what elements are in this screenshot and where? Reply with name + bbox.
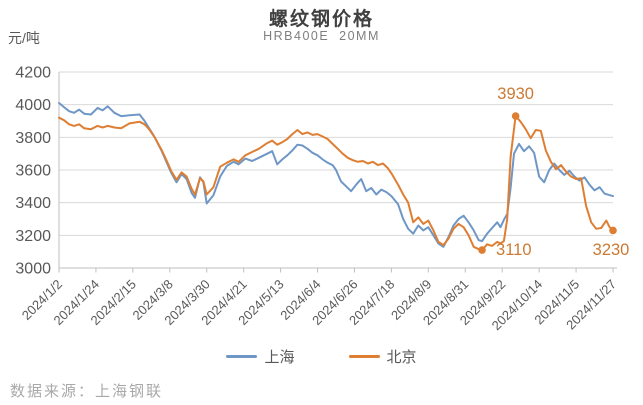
legend-label-beijing: 北京: [386, 349, 417, 366]
legend: 上海 北京: [0, 346, 643, 367]
annotation-trough-label: 3110: [496, 241, 532, 260]
y-tick-label: 3200: [15, 228, 51, 245]
y-tick-label: 3800: [15, 130, 51, 147]
chart-title: 螺纹钢价格: [268, 9, 374, 30]
annotation-latest-label: 3230: [592, 241, 630, 260]
legend-swatch-beijing: [348, 355, 380, 358]
series-marker-dot-beijing: [609, 226, 617, 235]
chart-subtitle: HRB400E 20MM: [263, 29, 380, 43]
data-source-note: 数据来源：上海钢联: [10, 383, 164, 400]
series-marker-dot-beijing: [478, 246, 486, 254]
y-tick-label: 3600: [15, 163, 51, 180]
legend-item-beijing: 北京: [348, 346, 417, 367]
y-tick-label: 4000: [15, 97, 51, 114]
y-tick-label: 3000: [15, 261, 51, 278]
legend-swatch-shanghai: [226, 355, 258, 358]
series-marker-dot-beijing: [511, 112, 520, 120]
annotation-peak-label: 3930: [497, 85, 534, 104]
legend-label-shanghai: 上海: [264, 349, 295, 366]
y-tick-label: 4200: [15, 65, 51, 82]
series-line-shanghai: [58, 102, 614, 248]
y-tick-label: 3400: [15, 195, 51, 212]
y-axis-unit-label: 元/吨: [8, 30, 40, 46]
legend-item-shanghai: 上海: [226, 346, 295, 367]
series-line-beijing: [58, 115, 614, 251]
